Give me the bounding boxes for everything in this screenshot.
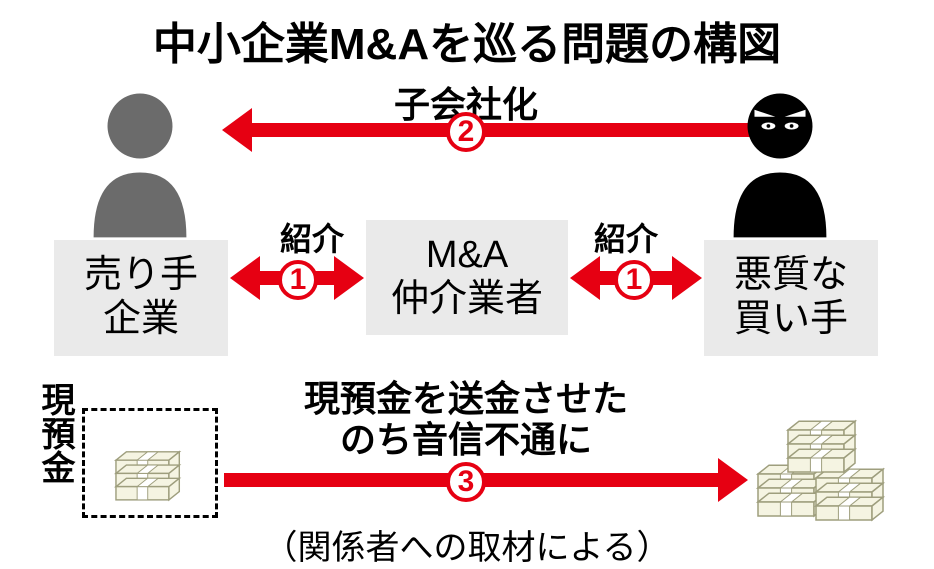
arrow-intro-right-label: 紹介	[582, 214, 670, 260]
buyer-label: 悪質な 買い手	[734, 254, 848, 341]
arrow-subsidiary-head	[222, 108, 252, 152]
badge-1-right: 1	[614, 260, 654, 300]
seller-label: 売り手 企業	[84, 254, 198, 341]
arrow-intro-left-head-left	[230, 256, 260, 300]
cash-dest	[752, 402, 888, 522]
seller-person-icon	[82, 84, 198, 240]
seller-box: 売り手 企業	[54, 240, 228, 356]
broker-box: M&A 仲介業者	[366, 220, 568, 335]
money-stacks-icon	[752, 402, 888, 522]
arrow-intro-left-head-right	[334, 256, 364, 300]
money-stack-icon	[85, 411, 215, 515]
arrow-cash-head	[718, 458, 748, 502]
diagram-title: 中小企業M&Aを巡る問題の構図	[0, 8, 934, 72]
badge-1-left: 1	[278, 260, 318, 300]
cash-label: 現預金	[24, 382, 80, 532]
buyer-person-icon	[722, 84, 838, 240]
badge-2: 2	[446, 112, 486, 152]
arrow-intro-left-label: 紹介	[268, 214, 356, 260]
badge-3: 3	[446, 462, 486, 502]
source-caption: （関係者への取材による）	[242, 520, 692, 569]
arrow-cash-label: 現預金を送金させた のち音信不通に	[256, 378, 676, 461]
arrow-intro-right-head-left	[570, 256, 600, 300]
arrow-intro-right-head-right	[672, 256, 702, 300]
buyer-box: 悪質な 買い手	[704, 240, 878, 356]
cash-source-box	[82, 408, 218, 518]
broker-label: M&A 仲介業者	[391, 234, 543, 321]
diagram-stage: 中小企業M&Aを巡る問題の構図 子会社化 2 売り手 企業 悪質な 買い手	[0, 0, 934, 568]
